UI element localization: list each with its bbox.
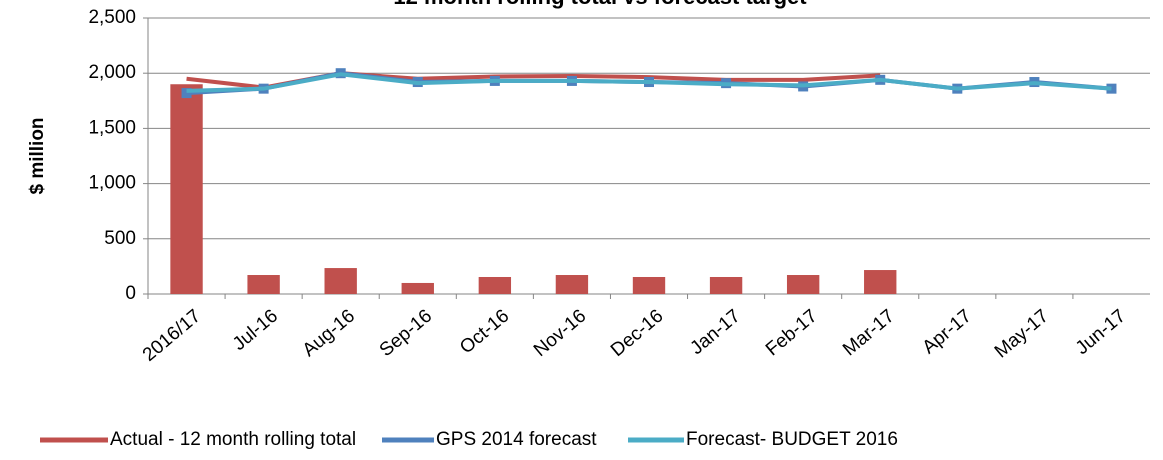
bar xyxy=(247,275,280,294)
x-tick-label: Dec-16 xyxy=(607,306,667,361)
line xyxy=(186,72,1112,93)
bar xyxy=(864,270,897,294)
x-tick-label: Mar-17 xyxy=(839,306,899,361)
x-tick-label: 2016/17 xyxy=(139,306,205,366)
marker xyxy=(181,88,192,99)
x-tick-label: Jul-16 xyxy=(229,306,282,355)
y-tick-label: 2,500 xyxy=(88,7,136,28)
bar xyxy=(170,84,203,295)
bar xyxy=(324,268,357,294)
bar xyxy=(709,276,743,294)
x-tick-label: May-17 xyxy=(991,306,1053,363)
y-tick-label: 1,000 xyxy=(88,173,136,194)
bar xyxy=(401,282,434,294)
y-axis-label: $ million xyxy=(27,117,48,194)
bar xyxy=(478,276,512,294)
bar xyxy=(555,275,589,294)
y-tick-label: 0 xyxy=(125,283,136,304)
x-tick-label: Jan-17 xyxy=(687,306,745,359)
x-tick-label: Apr-17 xyxy=(919,306,976,359)
y-tick-label: 2,000 xyxy=(88,62,136,83)
x-tick-label: Sep-16 xyxy=(376,306,436,361)
x-tick-label: Jun-17 xyxy=(1072,306,1130,359)
legend-label: GPS 2014 forecast xyxy=(436,429,597,450)
legend-label: Actual - 12 month rolling total xyxy=(110,429,356,450)
x-tick-label: Aug-16 xyxy=(299,306,359,361)
x-tick-label: Oct-16 xyxy=(456,306,513,359)
bar xyxy=(632,276,666,294)
x-tick-label: Feb-17 xyxy=(762,306,822,361)
y-tick-label: 500 xyxy=(104,228,136,249)
x-tick-label: Nov-16 xyxy=(530,306,590,361)
chart-title: 12 month rolling total vs forecast targe… xyxy=(393,0,807,9)
legend-label: Forecast- BUDGET 2016 xyxy=(686,429,898,450)
bar xyxy=(786,275,820,294)
y-tick-label: 1,500 xyxy=(88,117,136,138)
